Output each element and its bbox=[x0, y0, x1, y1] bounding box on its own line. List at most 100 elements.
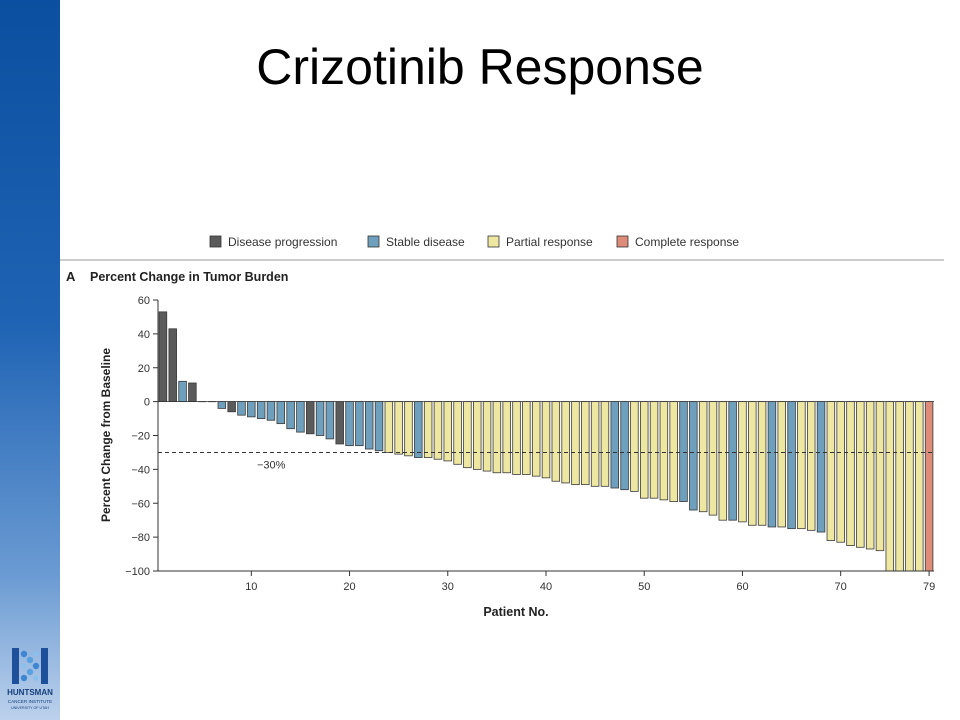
bar bbox=[217, 401, 227, 409]
x-tick-label: 50 bbox=[638, 581, 650, 593]
bar bbox=[856, 401, 865, 548]
bar bbox=[620, 401, 629, 491]
bar bbox=[531, 401, 541, 477]
bar bbox=[659, 401, 669, 501]
dna-helix-icon bbox=[12, 648, 48, 684]
bar bbox=[168, 328, 177, 403]
x-tick-label: 40 bbox=[540, 581, 552, 593]
bar bbox=[905, 401, 914, 572]
y-tick-label: −40 bbox=[131, 464, 150, 476]
legend-label: Stable disease bbox=[386, 235, 465, 249]
bar bbox=[846, 401, 855, 546]
bar bbox=[256, 401, 266, 419]
bar bbox=[797, 401, 806, 530]
bar bbox=[374, 401, 384, 452]
bar bbox=[394, 401, 403, 455]
y-tick-label: −60 bbox=[131, 498, 150, 510]
bar bbox=[188, 382, 197, 403]
logo-line2: CANCER INSTITUTE bbox=[7, 699, 53, 704]
x-tick-label: 20 bbox=[343, 581, 355, 593]
bar bbox=[590, 401, 600, 487]
x-axis-label: Patient No. bbox=[483, 605, 548, 619]
bar bbox=[895, 401, 904, 572]
bar bbox=[581, 401, 590, 486]
x-tick-label: 10 bbox=[245, 581, 257, 593]
bar bbox=[227, 401, 236, 413]
bar bbox=[266, 401, 276, 421]
bar bbox=[669, 401, 678, 502]
logo-line3: UNIVERSITY OF UTAH bbox=[10, 706, 49, 710]
bar bbox=[600, 401, 610, 487]
y-tick-label: 0 bbox=[144, 397, 150, 409]
chart-title: Percent Change in Tumor Burden bbox=[90, 270, 288, 284]
bar bbox=[404, 401, 413, 457]
bar bbox=[502, 401, 511, 474]
x-tick-label: 70 bbox=[835, 581, 847, 593]
bar bbox=[286, 401, 295, 430]
bar bbox=[453, 401, 462, 465]
bar bbox=[512, 401, 521, 475]
bar bbox=[473, 401, 482, 470]
bar bbox=[924, 401, 934, 572]
bar bbox=[551, 401, 561, 482]
legend-swatch bbox=[367, 235, 380, 248]
bar bbox=[777, 401, 786, 528]
x-tick-label: 60 bbox=[736, 581, 748, 593]
bar bbox=[414, 401, 423, 458]
legend-label: Complete response bbox=[635, 235, 739, 249]
bar bbox=[522, 401, 531, 475]
chart-legend: Disease progression Stable disease Partial… bbox=[209, 235, 739, 249]
bar bbox=[492, 401, 502, 474]
bar bbox=[325, 401, 335, 440]
bar bbox=[423, 401, 433, 458]
y-axis-label: Percent Change from Baseline bbox=[99, 348, 113, 522]
bar bbox=[630, 401, 639, 492]
bar bbox=[345, 401, 354, 447]
bar bbox=[433, 401, 443, 460]
x-tick-label: 30 bbox=[442, 581, 454, 593]
bar bbox=[649, 401, 659, 499]
bar bbox=[698, 401, 708, 513]
huntsman-logo: HUNTSMAN CANCER INSTITUTE UNIVERSITY OF … bbox=[4, 644, 56, 716]
axes-group: 60 40 20 0 −20 −40 −60 −80 −100 10 20 30 40 50 60 70 79 −… bbox=[125, 295, 935, 593]
y-tick-label: 40 bbox=[138, 329, 150, 341]
slide-title: Crizotinib Response bbox=[0, 38, 960, 96]
bar bbox=[757, 401, 767, 526]
legend-swatch bbox=[209, 235, 222, 248]
bar bbox=[738, 401, 747, 523]
legend-label: Disease progression bbox=[228, 235, 337, 249]
bar bbox=[178, 380, 187, 403]
bar bbox=[561, 401, 570, 484]
bar bbox=[355, 401, 364, 447]
bar bbox=[296, 401, 305, 433]
bar bbox=[787, 401, 796, 530]
bar bbox=[384, 401, 394, 453]
slide-sidebar: HUNTSMAN CANCER INSTITUTE UNIVERSITY OF … bbox=[0, 0, 60, 720]
bar bbox=[541, 401, 551, 479]
y-tick-label: 60 bbox=[138, 295, 150, 307]
y-tick-label: −20 bbox=[131, 431, 150, 443]
bar bbox=[816, 401, 826, 533]
bar bbox=[708, 401, 718, 516]
bar bbox=[826, 401, 836, 541]
bar bbox=[639, 401, 649, 499]
logo-line1: HUNTSMAN bbox=[7, 688, 53, 697]
legend-swatch bbox=[487, 235, 500, 248]
bar bbox=[237, 401, 246, 416]
bar bbox=[748, 401, 757, 526]
slide-title-text: Crizotinib Response bbox=[256, 39, 704, 95]
bar bbox=[158, 311, 168, 403]
bar bbox=[463, 401, 472, 469]
bar bbox=[679, 401, 688, 502]
bar bbox=[335, 401, 344, 445]
legend-swatch bbox=[616, 235, 629, 248]
bar bbox=[865, 401, 875, 550]
x-tick-label: 79 bbox=[923, 581, 935, 593]
bar bbox=[885, 401, 895, 572]
bars-group bbox=[158, 311, 934, 572]
bar bbox=[315, 401, 325, 436]
legend-label: Partial response bbox=[506, 235, 593, 249]
bar bbox=[836, 401, 845, 543]
y-tick-label: 20 bbox=[138, 363, 150, 375]
